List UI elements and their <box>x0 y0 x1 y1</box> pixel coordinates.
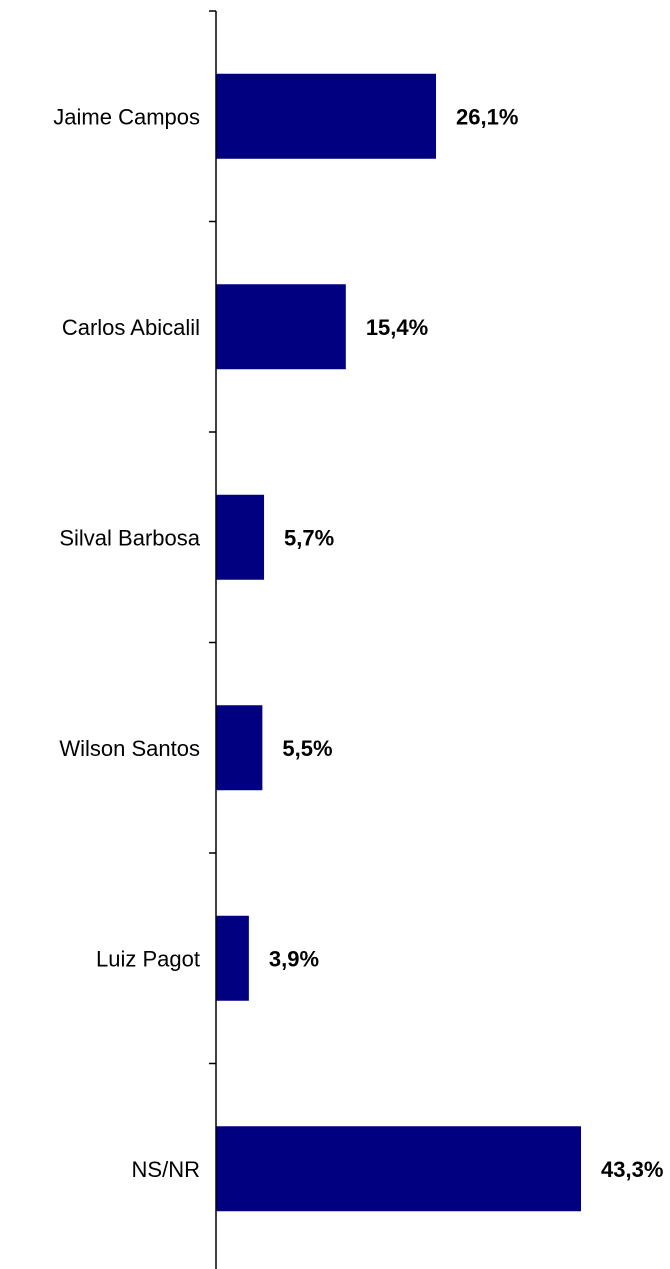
category-label: Carlos Abicalil <box>62 315 200 340</box>
labels-layer: Jaime Campos 26,1% Carlos Abicalil 15,4% Sil… <box>53 104 663 1182</box>
category-label: Luiz Pagot <box>96 946 200 971</box>
bar <box>216 705 263 791</box>
data-label: 3,9% <box>269 946 319 971</box>
data-label: 26,1% <box>456 104 518 129</box>
bar <box>216 915 249 1001</box>
data-label: 43,3% <box>601 1157 663 1182</box>
category-label: Silval Barbosa <box>59 525 200 550</box>
bar <box>216 284 346 370</box>
bar <box>216 73 437 159</box>
data-label: 5,7% <box>284 525 334 550</box>
bar <box>216 494 265 580</box>
data-label: 15,4% <box>366 315 428 340</box>
category-label: NS/NR <box>132 1157 200 1182</box>
data-label: 5,5% <box>282 736 332 761</box>
category-label: Wilson Santos <box>59 736 200 761</box>
bar <box>216 1126 581 1212</box>
category-axis <box>209 10 217 1269</box>
bars-layer <box>216 73 581 1212</box>
category-label: Jaime Campos <box>53 104 200 129</box>
